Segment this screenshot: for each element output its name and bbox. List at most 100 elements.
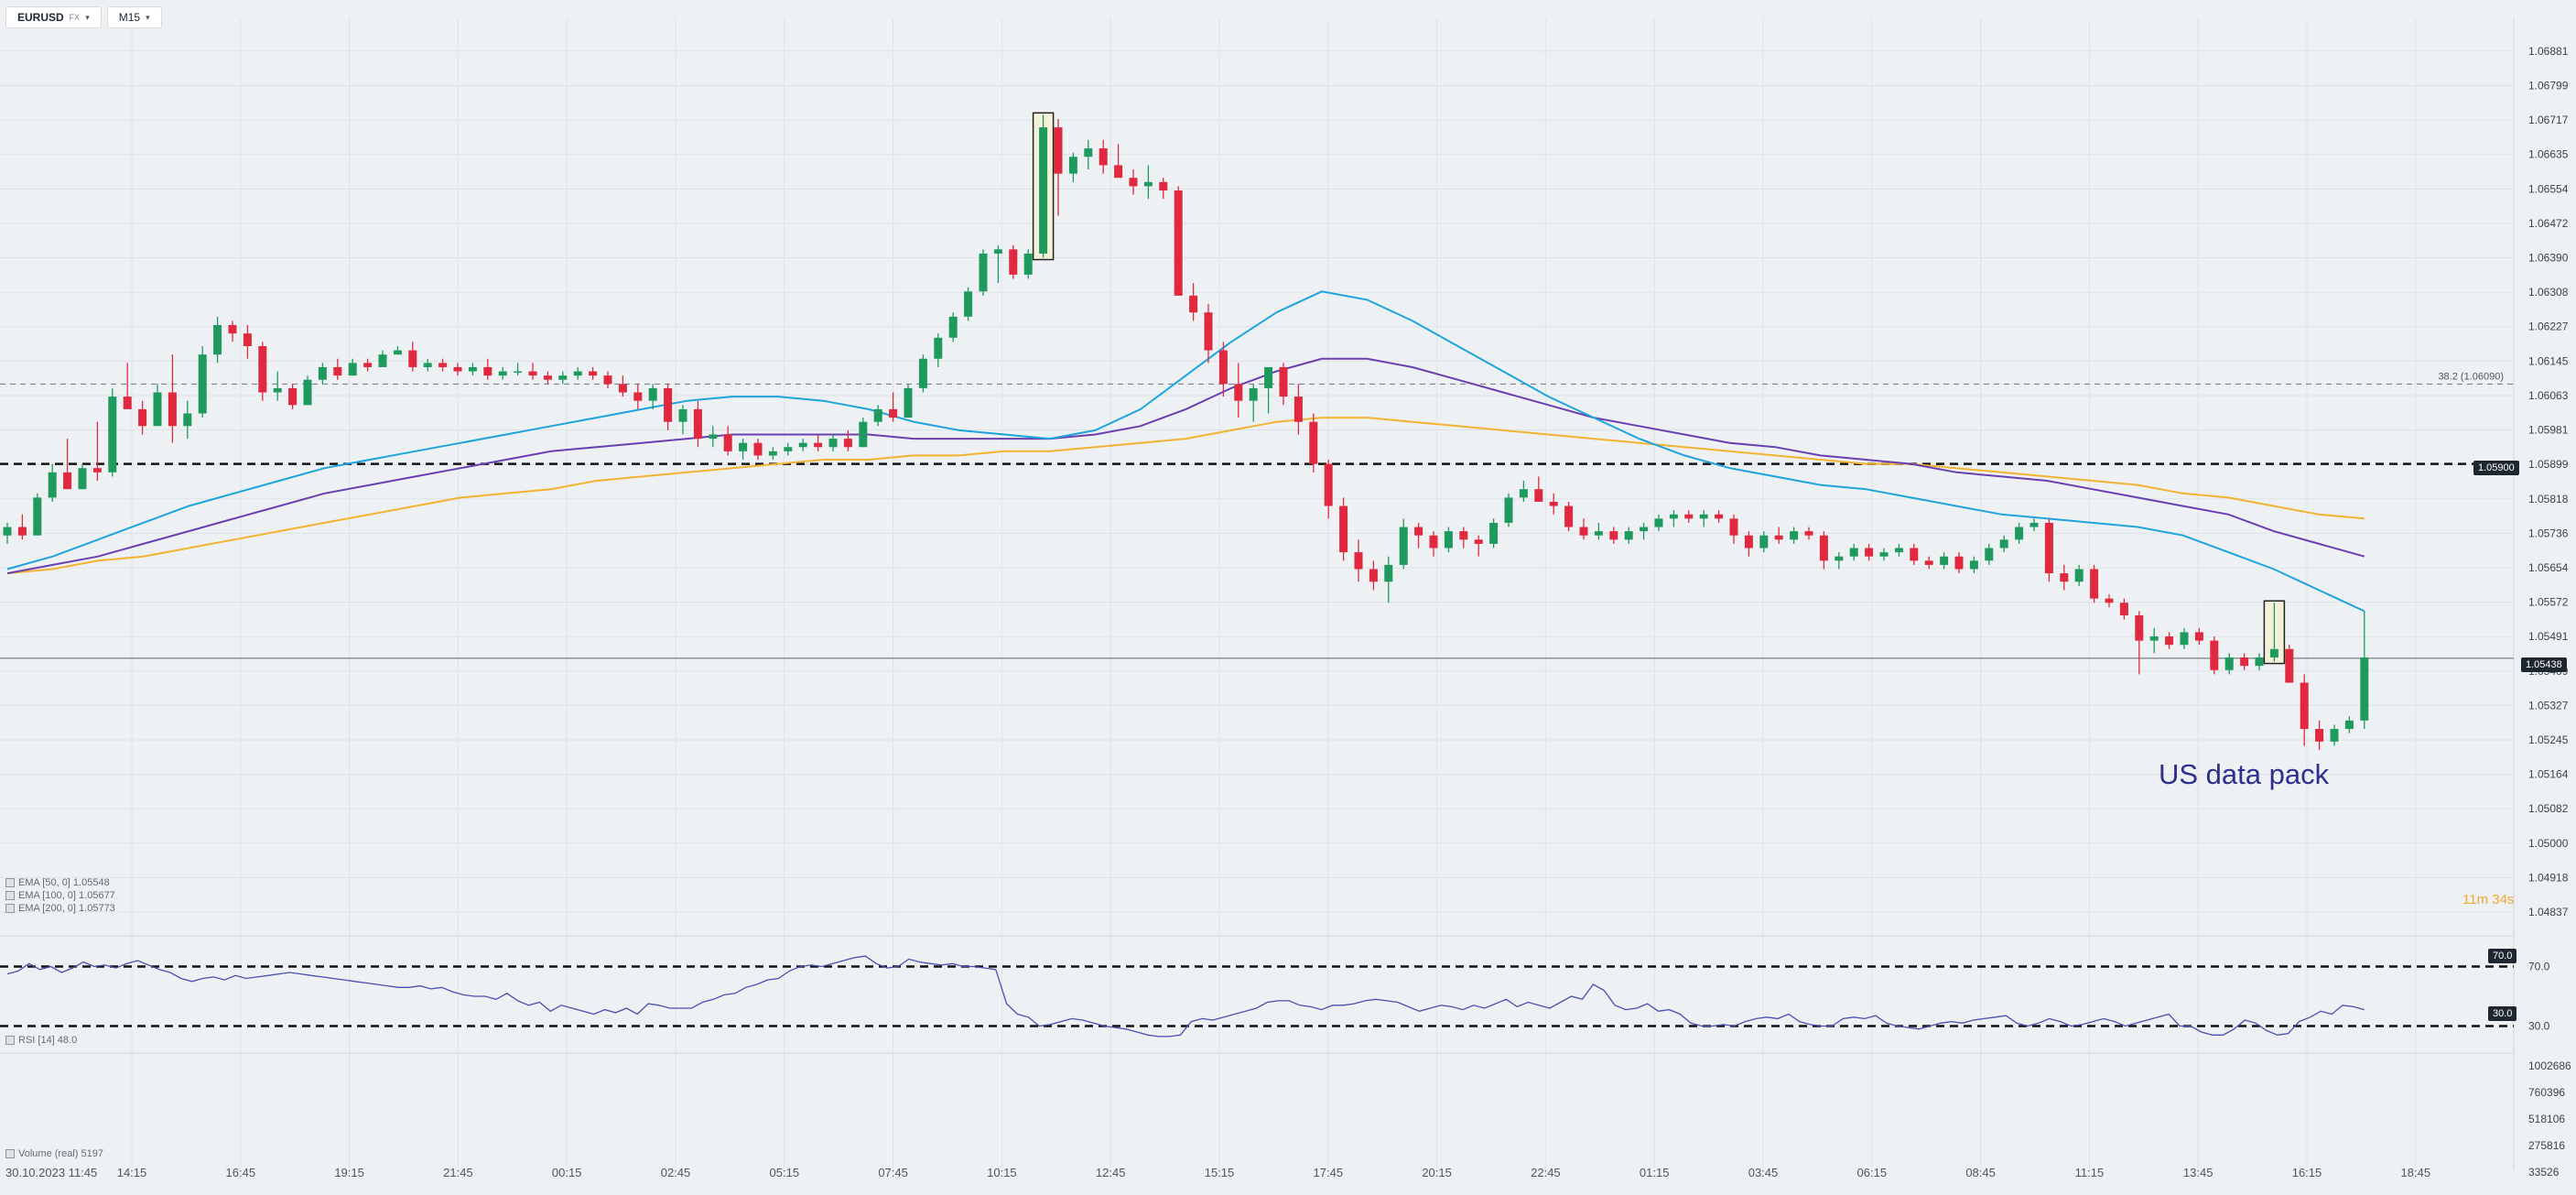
candle-body bbox=[1039, 127, 1048, 254]
candle bbox=[1369, 560, 1378, 591]
candle bbox=[183, 400, 192, 440]
candle bbox=[393, 345, 402, 355]
candle-body bbox=[123, 397, 132, 409]
candle-body bbox=[2180, 632, 2189, 646]
candle-body bbox=[1924, 560, 1933, 565]
candle-body bbox=[1489, 522, 1499, 544]
candle-body bbox=[1429, 535, 1438, 549]
y-tick-label: 1.06227 bbox=[2528, 320, 2569, 333]
candle-body bbox=[483, 366, 492, 376]
candle-body bbox=[393, 350, 402, 355]
x-tick-label: 21:45 bbox=[443, 1166, 473, 1179]
candle-body bbox=[1218, 350, 1228, 385]
candle bbox=[2255, 653, 2264, 670]
candle-body bbox=[2119, 603, 2128, 616]
y-tick-label: 1.05082 bbox=[2528, 802, 2569, 815]
candle-body bbox=[2194, 632, 2203, 641]
candle-body bbox=[2285, 648, 2294, 683]
candle bbox=[993, 244, 1002, 284]
candle-body bbox=[1940, 556, 1949, 565]
candle-body bbox=[723, 434, 732, 451]
candle-body bbox=[1894, 548, 1903, 553]
candle bbox=[2269, 603, 2278, 662]
candle-body bbox=[904, 387, 913, 418]
y-tick-label: 1.04918 bbox=[2528, 871, 2569, 884]
x-tick-label: 02:45 bbox=[661, 1166, 691, 1179]
x-tick-label: 01:15 bbox=[1640, 1166, 1670, 1179]
candle-body bbox=[934, 337, 943, 359]
candle-body bbox=[1684, 514, 1694, 519]
candle bbox=[1594, 522, 1603, 540]
candle bbox=[1293, 384, 1303, 435]
x-tick-label: 10:15 bbox=[987, 1166, 1017, 1179]
candle bbox=[1354, 539, 1363, 582]
candle bbox=[453, 363, 462, 376]
candle-body bbox=[2300, 682, 2309, 730]
candle bbox=[123, 363, 132, 409]
candle-body bbox=[1339, 505, 1348, 553]
candle-body bbox=[92, 468, 102, 473]
candle bbox=[768, 447, 777, 461]
legend-ema200-text: EMA [200, 0] 1.05773 bbox=[18, 903, 115, 914]
candle bbox=[1474, 535, 1483, 557]
candle-body bbox=[288, 387, 298, 406]
candle-body bbox=[78, 468, 87, 490]
candle-body bbox=[1459, 531, 1468, 540]
candle-body bbox=[1835, 556, 1844, 561]
candle-body bbox=[1790, 531, 1799, 540]
candle bbox=[1189, 283, 1198, 321]
candle bbox=[1715, 510, 1724, 523]
candle bbox=[1894, 543, 1903, 557]
candle-body bbox=[378, 354, 387, 367]
legend-ema100[interactable]: EMA [100, 0] 1.05677 bbox=[5, 890, 115, 901]
legend-volume[interactable]: Volume (real) 5197 bbox=[5, 1148, 103, 1159]
symbol-selector[interactable]: EURUSD FX ▾ bbox=[5, 6, 102, 28]
x-tick-label: 11:15 bbox=[2075, 1166, 2105, 1179]
candle-body bbox=[258, 345, 267, 393]
y-tick-label: 1.06635 bbox=[2528, 148, 2569, 161]
candle-body bbox=[438, 363, 448, 367]
candle-body bbox=[1054, 127, 1063, 174]
candle bbox=[1654, 514, 1663, 532]
legend-ema50[interactable]: EMA [50, 0] 1.05548 bbox=[5, 877, 110, 888]
indicator-settings-icon bbox=[5, 891, 15, 900]
candle-body bbox=[168, 392, 177, 427]
candle bbox=[2044, 518, 2053, 582]
y-tick-label: 1.06145 bbox=[2528, 354, 2569, 367]
candle bbox=[1534, 476, 1543, 502]
interval-selector[interactable]: M15 ▾ bbox=[106, 6, 162, 28]
candle-body bbox=[1234, 384, 1243, 401]
candle bbox=[798, 439, 807, 451]
candle bbox=[1309, 413, 1318, 473]
candle bbox=[918, 354, 927, 393]
candle bbox=[1865, 543, 1874, 561]
candle bbox=[63, 439, 72, 490]
candle bbox=[1729, 514, 1738, 544]
candle bbox=[1249, 384, 1258, 422]
legend-rsi[interactable]: RSI [14] 48.0 bbox=[5, 1035, 77, 1046]
candle-body bbox=[1804, 531, 1813, 536]
candle bbox=[1744, 531, 1753, 557]
candle-body bbox=[2330, 729, 2339, 742]
candle bbox=[979, 249, 988, 296]
candle bbox=[709, 426, 718, 448]
candle bbox=[1023, 249, 1033, 279]
candle-body bbox=[1324, 463, 1333, 506]
candle bbox=[2330, 724, 2339, 746]
volume-tick-label: 760396 bbox=[2528, 1086, 2565, 1099]
annotation-text[interactable]: US data pack bbox=[2159, 758, 2330, 790]
candle bbox=[2300, 674, 2309, 746]
candle bbox=[1129, 169, 1138, 195]
candle-body bbox=[1159, 181, 1168, 190]
legend-rsi-text: RSI [14] 48.0 bbox=[18, 1035, 78, 1046]
candle bbox=[168, 354, 177, 443]
candle-body bbox=[2224, 657, 2234, 670]
legend-ema200[interactable]: EMA [200, 0] 1.05773 bbox=[5, 903, 115, 914]
candle bbox=[1143, 165, 1153, 200]
candle bbox=[408, 342, 417, 372]
candle-body bbox=[17, 527, 27, 536]
candle-body bbox=[1985, 548, 1994, 561]
candle-body bbox=[2269, 648, 2278, 657]
candle bbox=[948, 312, 958, 342]
